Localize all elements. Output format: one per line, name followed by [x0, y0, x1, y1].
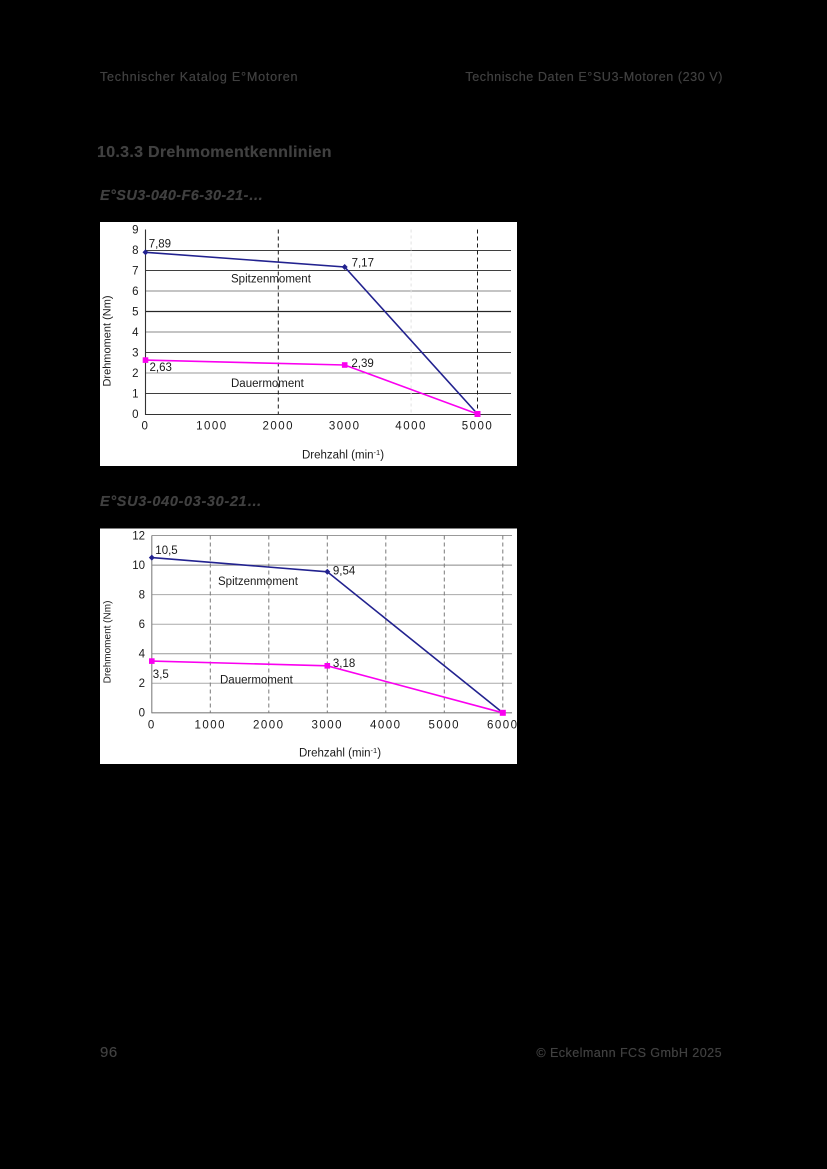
svg-text:0: 0	[139, 708, 145, 720]
svg-text:0: 0	[132, 409, 138, 421]
svg-text:2000: 2000	[253, 720, 285, 732]
svg-text:Spitzenmoment: Spitzenmoment	[218, 576, 299, 588]
svg-text:9: 9	[132, 225, 138, 237]
svg-text:Drehmoment (Nm): Drehmoment (Nm)	[102, 295, 114, 386]
svg-text:Spitzenmoment: Spitzenmoment	[231, 273, 312, 285]
svg-text:8: 8	[132, 245, 138, 257]
svg-text:0: 0	[142, 421, 150, 433]
svg-text:5: 5	[132, 307, 138, 319]
svg-text:1000: 1000	[196, 421, 228, 433]
svg-text:1: 1	[132, 389, 138, 401]
svg-text:6000: 6000	[487, 720, 517, 732]
svg-text:1000: 1000	[195, 720, 227, 732]
svg-text:4: 4	[132, 327, 139, 339]
svg-text:3,5: 3,5	[153, 669, 169, 681]
svg-text:10: 10	[132, 560, 145, 572]
svg-text:0: 0	[148, 720, 156, 732]
svg-text:12: 12	[132, 530, 145, 542]
svg-text:8: 8	[139, 590, 145, 602]
svg-text:Dauermoment: Dauermoment	[220, 675, 294, 687]
svg-text:7,89: 7,89	[149, 238, 171, 250]
svg-text:4000: 4000	[370, 720, 402, 732]
svg-text:6: 6	[139, 619, 145, 631]
svg-text:5000: 5000	[462, 421, 494, 433]
svg-text:Dauermoment: Dauermoment	[231, 378, 305, 390]
svg-text:3000: 3000	[312, 720, 344, 732]
svg-text:3: 3	[132, 348, 138, 360]
svg-text:5000: 5000	[429, 720, 461, 732]
svg-text:3000: 3000	[329, 421, 361, 433]
svg-text:3,18: 3,18	[333, 658, 355, 670]
svg-text:7: 7	[132, 266, 138, 278]
svg-text:9,54: 9,54	[333, 565, 356, 577]
svg-text:Drehmoment (Nm): Drehmoment (Nm)	[103, 601, 114, 684]
svg-text:4: 4	[139, 649, 146, 661]
svg-text:4000: 4000	[395, 421, 427, 433]
svg-text:2: 2	[132, 368, 138, 380]
svg-text:2,39: 2,39	[351, 358, 373, 370]
svg-text:7,17: 7,17	[352, 257, 374, 269]
svg-text:2,63: 2,63	[150, 362, 172, 374]
svg-text:10,5: 10,5	[155, 545, 177, 557]
svg-text:Drehzahl (min-1): Drehzahl (min-1)	[302, 448, 384, 462]
svg-text:Drehzahl (min-1): Drehzahl (min-1)	[299, 746, 381, 760]
svg-text:6: 6	[132, 286, 138, 298]
svg-text:2000: 2000	[263, 421, 295, 433]
svg-text:2: 2	[139, 678, 145, 690]
